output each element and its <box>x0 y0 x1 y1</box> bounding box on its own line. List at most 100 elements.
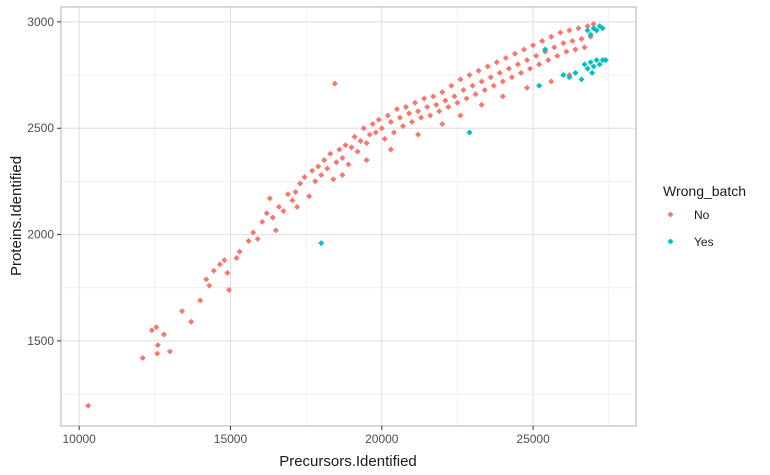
point-no <box>557 29 564 36</box>
point-no <box>266 195 273 202</box>
point-no <box>505 65 512 72</box>
point-no <box>451 93 458 100</box>
point-no <box>478 101 485 108</box>
legend-label-no: No <box>694 208 710 222</box>
y-tick-label: 2000 <box>27 228 54 242</box>
point-no <box>351 133 358 140</box>
point-no <box>297 180 304 187</box>
point-no <box>421 95 428 102</box>
point-no <box>399 123 406 130</box>
point-no <box>442 97 449 104</box>
legend-label-yes: Yes <box>694 235 714 249</box>
point-yes <box>599 57 606 64</box>
point-no <box>306 193 313 200</box>
point-no <box>415 108 422 115</box>
point-no <box>375 116 382 123</box>
x-tick-label: 25000 <box>516 432 550 446</box>
point-no <box>548 33 555 40</box>
point-no <box>448 82 455 89</box>
point-yes <box>587 31 594 38</box>
point-no <box>360 125 367 132</box>
point-no <box>197 297 204 304</box>
point-no <box>445 103 452 110</box>
point-no <box>472 91 479 98</box>
legend-marker-no <box>667 211 674 218</box>
point-no <box>390 129 397 136</box>
point-no <box>566 27 573 34</box>
point-no <box>216 261 223 268</box>
point-no <box>584 23 591 30</box>
point-no <box>236 248 243 255</box>
point-no <box>581 44 588 51</box>
point-yes <box>599 25 606 32</box>
point-no <box>418 114 425 121</box>
point-yes <box>589 69 596 76</box>
point-no <box>439 120 446 127</box>
point-no <box>354 148 361 155</box>
point-yes <box>593 57 600 64</box>
legend-title: Wrong_batch <box>663 183 746 199</box>
grid-major <box>61 7 636 426</box>
point-no <box>436 108 443 115</box>
point-no <box>548 78 555 85</box>
x-tick-label: 10000 <box>62 432 96 446</box>
point-no <box>321 157 328 164</box>
point-no <box>381 135 388 142</box>
point-no <box>289 197 296 204</box>
point-no <box>348 144 355 151</box>
point-no <box>475 67 482 74</box>
point-no <box>384 112 391 119</box>
point-no <box>284 191 291 198</box>
point-yes <box>584 65 591 72</box>
y-tick-label: 3000 <box>27 15 54 29</box>
y-axis-ticks: 1500 2000 2500 3000 <box>27 15 61 348</box>
point-no <box>511 50 518 57</box>
point-no <box>263 210 270 217</box>
point-no <box>403 103 409 110</box>
point-no <box>139 354 146 361</box>
point-no <box>224 269 231 276</box>
point-no <box>493 59 500 66</box>
points-layer <box>85 21 609 409</box>
point-no <box>536 61 543 68</box>
point-no <box>424 103 431 110</box>
point-yes <box>318 240 325 247</box>
point-no <box>457 76 464 83</box>
point-no <box>312 178 319 185</box>
point-no <box>318 172 325 179</box>
point-no <box>533 52 540 59</box>
legend: Wrong_batch No Yes <box>662 183 746 250</box>
point-no <box>563 48 570 55</box>
point-no <box>551 44 558 51</box>
point-no <box>378 125 385 132</box>
point-yes <box>560 72 567 79</box>
point-no <box>179 308 186 315</box>
point-no <box>210 267 217 274</box>
point-no <box>412 99 419 106</box>
point-yes <box>584 27 591 34</box>
point-yes <box>542 46 549 53</box>
point-no <box>514 61 521 68</box>
point-no <box>225 286 232 293</box>
point-no <box>369 120 376 127</box>
point-no <box>269 214 276 221</box>
point-no <box>294 203 301 210</box>
point-no <box>336 146 343 153</box>
point-no <box>333 159 340 166</box>
point-no <box>530 42 537 49</box>
point-no <box>372 129 379 136</box>
point-no <box>560 40 567 47</box>
point-no <box>160 331 167 338</box>
point-no <box>415 131 422 138</box>
point-no <box>524 57 531 64</box>
x-tick-label: 20000 <box>365 432 399 446</box>
point-no <box>387 118 394 125</box>
point-no <box>272 227 279 234</box>
point-yes <box>590 63 597 70</box>
x-tick-label: 15000 <box>214 432 248 446</box>
point-no <box>469 82 476 89</box>
point-no <box>188 318 195 325</box>
panel-background <box>61 7 636 426</box>
point-yes <box>587 59 594 66</box>
